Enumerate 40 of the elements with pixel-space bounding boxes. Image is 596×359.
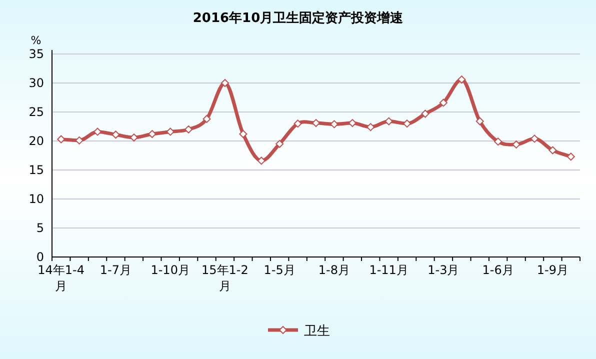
chart-title: 2016年10月卫生固定资产投资增速 [192, 10, 404, 26]
point [257, 156, 266, 165]
point [476, 117, 484, 126]
point [421, 110, 430, 118]
y-tick-label: 20 [28, 134, 44, 148]
point [548, 146, 557, 154]
x-tick-label: 1-5月 [264, 263, 296, 277]
x-tick-label: 1-3月 [428, 263, 460, 277]
y-axis-title: % [30, 34, 42, 47]
point [439, 98, 448, 107]
point [366, 123, 375, 132]
point [403, 120, 412, 128]
point [239, 130, 248, 138]
point [494, 138, 502, 146]
point [276, 140, 284, 148]
point [220, 79, 229, 87]
point [202, 114, 211, 123]
point [112, 130, 120, 139]
x-tick-label: 1-9月 [536, 263, 568, 277]
point [566, 152, 575, 161]
point [294, 120, 302, 128]
x-tick-label: 1-10月 [150, 263, 190, 277]
x-tick-label: 1-7月 [100, 263, 132, 277]
y-tick-label: 30 [28, 76, 44, 90]
x-tick-label: 1-11月 [369, 263, 408, 277]
x-tick-label: 14年1-4月 [38, 263, 85, 293]
y-tick-label: 10 [28, 192, 44, 206]
point [458, 76, 466, 84]
y-tick-label: 35 [28, 47, 44, 61]
point [184, 125, 193, 134]
y-tick-label: 5 [36, 221, 44, 235]
x-tick-label: 15年1-2月 [202, 263, 248, 293]
y-tick-label: 0 [36, 250, 44, 264]
x-tick-label: 1-6月 [482, 263, 514, 277]
x-tick-label: 1-8月 [318, 263, 350, 277]
y-tick-label: 15 [28, 163, 44, 177]
point [148, 130, 156, 138]
legend-label: 卫生 [304, 324, 330, 339]
point [312, 119, 320, 128]
y-tick-label: 25 [28, 105, 44, 119]
